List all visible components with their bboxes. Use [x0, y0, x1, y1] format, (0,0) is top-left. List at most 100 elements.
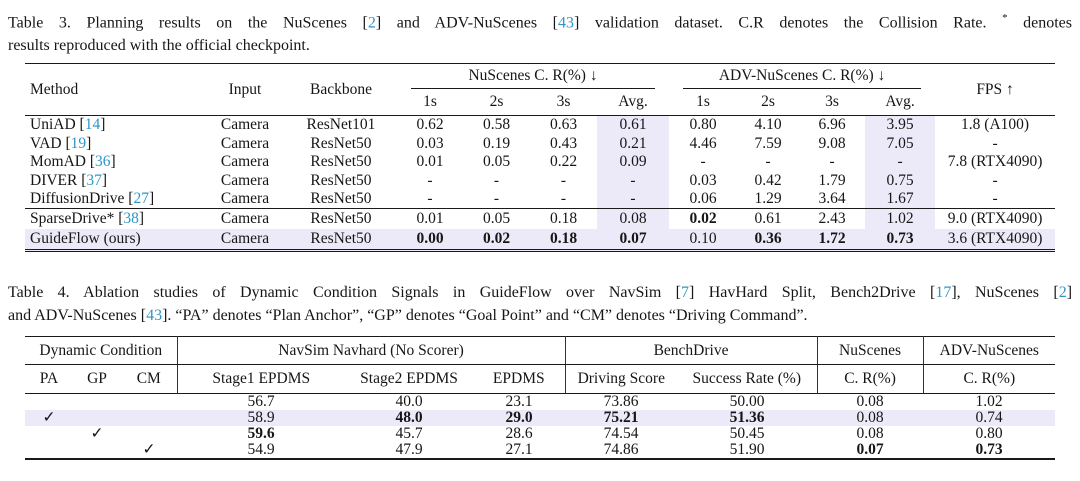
method-cell: MomAD [36] — [25, 153, 205, 171]
table-4-ablation-studies: Dynamic Condition NavSim Navhard (No Sco… — [25, 336, 1056, 461]
cell-epdms: 27.1 — [505, 441, 533, 459]
method-name: GuideFlow (ours) — [30, 230, 141, 248]
table-row-guideflow-ours: GuideFlow (ours) Camera ResNet50 0.00 0.… — [25, 229, 1056, 251]
checkmark-cell-gp — [73, 410, 121, 427]
citation-link[interactable]: 36 — [95, 153, 111, 171]
table-4-header-row-2: PA GP CM Stage1 EPDMS Stage2 EPDMS EPDMS… — [25, 364, 1056, 395]
cell-adv-2s: 7.59 — [754, 134, 782, 152]
cell-epdms: 28.6 — [505, 425, 533, 443]
citation-link[interactable]: 2 — [367, 14, 376, 32]
subheader-3s: 3s — [556, 93, 571, 111]
citation-link[interactable]: 43 — [557, 14, 574, 32]
citation-link[interactable]: 38 — [123, 210, 139, 228]
cell-fps: - — [992, 189, 998, 207]
cell-success-rate: 51.90 — [729, 441, 765, 459]
cell-nusc-2s: 0.05 — [482, 153, 511, 171]
cell-input: Camera — [220, 153, 270, 171]
table-3-planning-results: Method Input Backbone NuScenes C. R(%) ↓… — [25, 63, 1056, 253]
cell-stage1-epdms: 58.9 — [177, 410, 346, 427]
cell-nusc-avg: 0.61 — [597, 115, 670, 135]
group-header-dynamic-condition: Dynamic Condition — [25, 336, 178, 366]
citation-link[interactable]: 27 — [133, 189, 149, 207]
cell-nuscenes-cr: 0.07 — [856, 441, 884, 459]
table-3-caption-line-2: results reproduced with the official che… — [8, 36, 310, 54]
table-row-vad: VAD [19] Camera ResNet50 0.03 0.19 0.43 … — [25, 134, 1055, 154]
cell-adv-3s: - — [829, 153, 835, 171]
method-cell: SparseDrive* [38] — [25, 209, 205, 230]
table-row-diffusiondrive: DiffusionDrive [27] Camera ResNet50 - - … — [25, 189, 1055, 209]
method-cell: GuideFlow (ours) — [25, 229, 205, 251]
cell-nuscenes-cr: 0.08 — [856, 425, 884, 443]
cell-driving-score: 73.86 — [603, 393, 639, 411]
table-4-caption-line-2: and ADV-NuScenes [43]. “PA” denotes “Pla… — [8, 305, 1072, 328]
cell-adv-3s: 2.43 — [818, 210, 846, 228]
subheader-1s: 1s — [423, 93, 437, 111]
cell-success-rate: 51.36 — [677, 410, 818, 427]
cell-nusc-1s: 0.03 — [416, 134, 444, 152]
citation-link[interactable]: 37 — [86, 171, 102, 189]
checkmark-cell-gp — [73, 442, 121, 459]
cell-backbone: ResNet50 — [310, 134, 372, 152]
cell-input: Camera — [220, 171, 270, 189]
method-bracket: ] — [148, 189, 155, 207]
subheader-pa: PA — [25, 364, 73, 395]
cell-nusc-1s: 0.00 — [397, 229, 463, 251]
cell-nusc-1s: - — [427, 171, 433, 189]
cell-adv-2s: 0.36 — [737, 229, 800, 251]
citation-link[interactable]: 7 — [681, 284, 689, 302]
subheader-nuscenes-cr: C. R(%) — [817, 364, 924, 395]
method-bracket: ] — [100, 116, 106, 134]
cell-adv-avg: 1.67 — [865, 189, 936, 209]
checkmark-cell-gp — [73, 394, 121, 411]
method-cell: VAD [19] — [25, 135, 205, 153]
cell-backbone: ResNet50 — [285, 229, 397, 251]
citation-link[interactable]: 19 — [70, 134, 87, 152]
cell-nusc-3s: 0.22 — [549, 153, 578, 171]
table-3-caption: Table 3. Planning results on the NuScene… — [0, 7, 1080, 57]
cell-nusc-2s: 0.19 — [482, 134, 511, 152]
cell-stage1-epdms: 56.7 — [247, 393, 275, 411]
table-4-caption-line-1: Table 4. Ablation studies of Dynamic Con… — [8, 282, 1072, 305]
cell-adv-1s: - — [700, 153, 706, 171]
cell-fps: 9.0 (RTX4090) — [947, 210, 1043, 228]
cell-nusc-avg: 0.09 — [597, 153, 670, 172]
group-header-navsim-navhard: NavSim Navhard (No Scorer) — [177, 336, 566, 366]
caption-text: ]. “PA” denotes “Plan Anchor”, “GP” deno… — [162, 306, 808, 324]
cell-nusc-3s: 0.18 — [530, 229, 597, 251]
method-name: DIVER [ — [30, 171, 87, 189]
table-row-uniad: UniAD [14] Camera ResNet101 0.62 0.58 0.… — [25, 115, 1055, 135]
cell-nusc-3s: 0.63 — [549, 116, 578, 134]
subheader-avg: Avg. — [618, 93, 648, 111]
cell-nusc-avg: 0.21 — [597, 134, 670, 154]
method-bracket: ] — [86, 134, 92, 152]
cell-backbone: ResNet50 — [310, 153, 372, 171]
cell-nusc-avg: - — [597, 171, 670, 190]
caption-text: and ADV-NuScenes [ — [8, 306, 147, 324]
citation-link[interactable]: 43 — [146, 306, 163, 324]
cell-adv-3s: 9.08 — [818, 134, 846, 152]
caption-text: Table 4. Ablation studies of Dynamic Con… — [8, 284, 681, 302]
cell-input: Camera — [220, 116, 270, 134]
citation-link[interactable]: 2 — [1058, 284, 1067, 302]
cell-adv-avg: 7.05 — [865, 134, 936, 154]
group-header-label: ADV-NuScenes C. R(%) ↓ — [683, 67, 922, 90]
cell-adv-1s: 0.10 — [669, 229, 738, 251]
subheader-driving-score: Driving Score — [565, 364, 678, 395]
column-header-input: Input — [228, 80, 262, 98]
citation-link[interactable]: 14 — [84, 116, 101, 134]
cell-backbone: ResNet50 — [310, 210, 372, 228]
checkmark-cell-gp: ✓ — [90, 425, 104, 443]
cell-nusc-3s: - — [560, 171, 567, 189]
group-header-nuscenes-cr: NuScenes C. R(%) ↓ — [397, 64, 669, 90]
cell-adv-cr: 1.02 — [975, 393, 1003, 411]
method-cell: DIVER [37] — [25, 172, 205, 190]
table-row-momad: MomAD [36] Camera ResNet50 0.01 0.05 0.2… — [25, 153, 1055, 172]
subheader-epdms: EPDMS — [473, 364, 566, 395]
cell-adv-1s: 4.46 — [689, 134, 717, 152]
cell-driving-score: 75.21 — [565, 410, 678, 427]
citation-link[interactable]: 17 — [935, 284, 952, 302]
cell-driving-score: 74.86 — [603, 441, 639, 459]
method-bracket: ] — [138, 210, 145, 228]
subheader-stage2-epdms: Stage2 EPDMS — [345, 364, 474, 395]
ablation-row-goal-point: ✓ 59.6 45.7 28.6 74.54 50.45 0.08 0.80 — [25, 426, 1055, 442]
